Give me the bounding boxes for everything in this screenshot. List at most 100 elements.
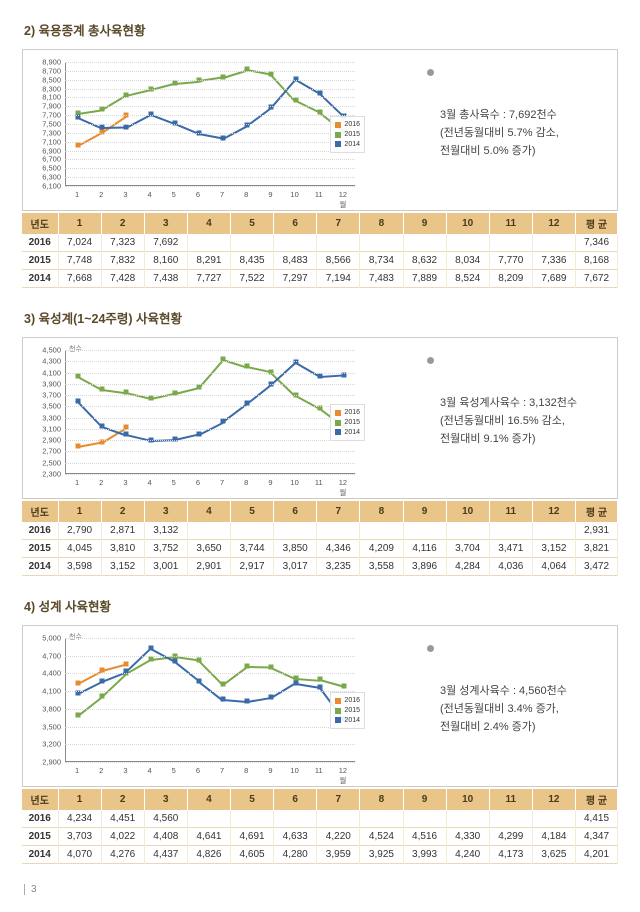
cell-value xyxy=(446,522,489,540)
y-tick: 2,900 xyxy=(29,758,61,767)
th-month: 10 xyxy=(446,501,489,522)
bullet-icon xyxy=(427,357,434,364)
th-month: 11 xyxy=(489,789,532,810)
th-month: 10 xyxy=(446,213,489,234)
cell-year: 2015 xyxy=(22,252,58,270)
line-segment xyxy=(150,656,174,660)
cell-value: 3,810 xyxy=(101,540,144,558)
x-tick: 7 xyxy=(215,190,229,199)
cell-value: 7,692 xyxy=(144,234,187,252)
cell-year: 2016 xyxy=(22,810,58,828)
unit-label: 천수 xyxy=(69,632,82,642)
y-tick: 8,300 xyxy=(29,84,61,93)
cell-value: 4,408 xyxy=(144,828,187,846)
legend: 201620152014 xyxy=(330,116,365,153)
cell-value xyxy=(489,522,532,540)
y-tick: 3,700 xyxy=(29,391,61,400)
summary-text: 3월 육성계사육수 : 3,132천수(전년동월대비 16.5% 감소,전월대비… xyxy=(440,394,577,448)
data-point xyxy=(100,693,105,698)
x-tick: 3 xyxy=(118,766,132,775)
table-row: 20154,0453,8103,7523,6503,7443,8504,3464… xyxy=(22,540,618,558)
th-month: 8 xyxy=(360,789,403,810)
x-tick: 6 xyxy=(191,478,205,487)
y-tick: 3,800 xyxy=(29,704,61,713)
gridline xyxy=(65,638,355,639)
cell-value: 3,896 xyxy=(403,558,446,576)
th-month: 2 xyxy=(101,789,144,810)
cell-value: 4,691 xyxy=(231,828,274,846)
data-point xyxy=(245,664,250,669)
cell-value: 4,605 xyxy=(231,846,274,864)
x-tick: 4 xyxy=(143,766,157,775)
cell-value: 4,437 xyxy=(144,846,187,864)
cell-year: 2016 xyxy=(22,522,58,540)
cell-value: 7,668 xyxy=(58,270,101,288)
legend: 201620152014 xyxy=(330,404,365,441)
x-tick: 7 xyxy=(215,478,229,487)
line-segment xyxy=(126,648,151,672)
gridline xyxy=(65,429,355,430)
th-month: 8 xyxy=(360,501,403,522)
bullet-icon xyxy=(427,69,434,76)
y-tick: 3,500 xyxy=(29,402,61,411)
cell-value: 8,209 xyxy=(489,270,532,288)
gridline xyxy=(65,71,355,72)
cell-value: 3,752 xyxy=(144,540,187,558)
data-point xyxy=(245,699,250,704)
cell-avg: 3,472 xyxy=(576,558,618,576)
gridline xyxy=(65,463,355,464)
line-segment xyxy=(320,375,344,378)
y-tick: 8,700 xyxy=(29,66,61,75)
th-month: 7 xyxy=(317,501,360,522)
cell-value: 2,917 xyxy=(231,558,274,576)
data-point xyxy=(100,125,105,130)
legend-label: 2014 xyxy=(344,716,360,726)
th-month: 3 xyxy=(144,789,187,810)
cell-value: 3,625 xyxy=(532,846,575,864)
line-segment xyxy=(271,79,296,108)
gridline xyxy=(65,418,355,419)
cell-value: 3,704 xyxy=(446,540,489,558)
x-tick: 3 xyxy=(118,478,132,487)
x-tick: 10 xyxy=(288,190,302,199)
y-tick: 6,900 xyxy=(29,146,61,155)
legend-label: 2016 xyxy=(344,120,360,130)
legend-label: 2014 xyxy=(344,140,360,150)
y-tick: 7,100 xyxy=(29,137,61,146)
x-tick: 6 xyxy=(191,766,205,775)
gridline xyxy=(65,440,355,441)
data-point xyxy=(293,98,298,103)
line-segment xyxy=(247,697,271,702)
cell-value: 8,524 xyxy=(446,270,489,288)
chart-panel: 천수5,0004,7004,4004,1003,8003,5003,2002,9… xyxy=(22,625,618,787)
page-number: 3 xyxy=(24,884,618,895)
legend-item: 2016 xyxy=(335,696,360,706)
cell-value xyxy=(317,234,360,252)
data-point xyxy=(76,712,81,717)
data-point xyxy=(269,664,274,669)
legend-item: 2016 xyxy=(335,408,360,418)
section: 3) 육성계(1~24주령) 사육현황천수4,5004,3004,1003,90… xyxy=(22,308,618,576)
x-tick: 1 xyxy=(70,766,84,775)
cell-value xyxy=(532,810,575,828)
cell-value: 7,748 xyxy=(58,252,101,270)
legend-label: 2016 xyxy=(344,696,360,706)
cell-value: 8,483 xyxy=(274,252,317,270)
cell-value: 7,428 xyxy=(101,270,144,288)
line-segment xyxy=(102,389,126,394)
chart-panel: 8,9008,7008,5008,3008,1007,9007,7007,500… xyxy=(22,49,618,211)
gridline xyxy=(65,762,355,763)
x-tick: 10 xyxy=(288,478,302,487)
gridline xyxy=(65,373,355,374)
gridline xyxy=(65,350,355,351)
x-tick: 12 월 xyxy=(336,190,350,210)
cell-value: 7,024 xyxy=(58,234,101,252)
data-point xyxy=(221,135,226,140)
legend-label: 2014 xyxy=(344,428,360,438)
cell-value xyxy=(532,522,575,540)
cell-value xyxy=(231,810,274,828)
line-segment xyxy=(223,359,248,368)
line-segment xyxy=(126,114,151,128)
y-tick: 3,200 xyxy=(29,740,61,749)
gridline xyxy=(65,395,355,396)
